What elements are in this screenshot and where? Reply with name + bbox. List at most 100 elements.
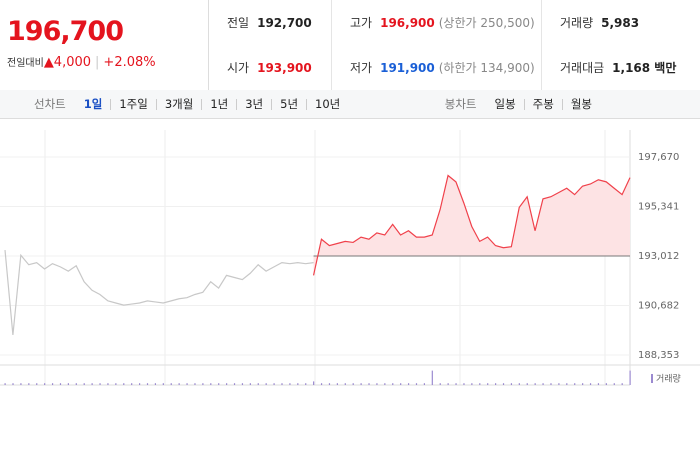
volume-bar	[186, 383, 188, 385]
volume-bar	[407, 383, 410, 385]
volume-bar	[495, 383, 497, 385]
volume-legend-swatch	[651, 374, 653, 383]
volume-bar	[20, 383, 22, 385]
stat-label: 시가	[227, 61, 250, 75]
volume-bar	[44, 383, 46, 385]
volume-bar	[487, 383, 489, 385]
stat: 시가 193,900	[209, 45, 331, 90]
chart: 197,670 195,341 193,012 190,682 188,353 거래량	[0, 130, 700, 386]
volume-bar	[566, 383, 568, 385]
volume-bar	[226, 383, 228, 385]
volume-bar	[67, 383, 69, 385]
volume-bar	[12, 383, 14, 385]
volume-bar	[589, 383, 592, 385]
volume-bar	[131, 383, 133, 385]
volume-bar	[597, 383, 600, 385]
volume-bar	[162, 383, 164, 385]
volume-bar	[178, 383, 180, 385]
volume-bar	[297, 383, 299, 385]
volume-bar	[510, 383, 513, 385]
volume-bar	[376, 383, 378, 385]
period-tab[interactable]: 1일	[83, 96, 103, 111]
volume-bar	[613, 383, 615, 385]
volume-bar	[392, 383, 394, 385]
y-tick-label: 195,341	[638, 201, 679, 212]
volume-bar	[83, 383, 85, 385]
stat-note: (상한가 250,500)	[438, 16, 535, 30]
stat: 거래대금 1,168 백만	[541, 45, 700, 90]
volume-bar	[123, 383, 125, 385]
candle-tab[interactable]: 월봉	[561, 98, 600, 110]
volume-bar	[518, 383, 520, 385]
volume-bar	[574, 383, 576, 385]
stat-value: 192,700	[257, 15, 312, 30]
stat: 고가 196,900 (상한가 250,500)	[331, 0, 541, 45]
volume-bar	[59, 383, 62, 385]
volume-bar	[328, 383, 331, 385]
volume-bar	[502, 383, 505, 385]
stat-value: 1,168 백만	[612, 61, 677, 75]
volume-bar	[423, 383, 426, 385]
period-tab[interactable]: 1주일	[110, 98, 155, 110]
volume-bar	[257, 383, 259, 385]
volume-bar	[415, 383, 418, 385]
volume-bar	[194, 383, 196, 385]
volume-bar	[289, 383, 291, 385]
volume-bar	[115, 383, 117, 385]
tab-group-label: 선차트	[34, 97, 66, 111]
volume-bar	[352, 383, 354, 385]
volume-bar	[154, 383, 157, 385]
volume-bar	[360, 383, 362, 385]
stats: 전일 192,700 고가 196,900 (상한가 250,500) 거래량 5,983 시…	[208, 0, 700, 90]
stat: 전일 192,700	[209, 0, 331, 45]
volume-bar	[28, 383, 30, 385]
stat-note: (하한가 134,900)	[438, 61, 535, 75]
stat-label: 고가	[350, 16, 373, 30]
stat-label: 거래대금	[560, 61, 605, 75]
volume-bar	[202, 383, 204, 385]
volume-label: 거래량	[656, 373, 681, 385]
volume-bar	[265, 383, 267, 385]
volume-bar	[542, 383, 544, 385]
volume-bar	[218, 383, 220, 385]
change: 전일대비▲4,000 | +2.08%	[7, 55, 156, 70]
change-value: ▲4,000	[43, 55, 92, 70]
volume-bar	[431, 370, 433, 385]
candle-tab[interactable]: 주봉	[523, 98, 562, 110]
volume-bar	[99, 383, 101, 385]
volume-bar	[550, 383, 552, 385]
period-tab[interactable]: 1년	[201, 98, 236, 110]
volume-bar	[621, 383, 623, 385]
volume-bar	[384, 383, 386, 385]
volume-bar	[138, 383, 141, 385]
stat-value: 193,900	[257, 60, 312, 75]
volume-bar	[320, 383, 323, 385]
period-tab[interactable]: 3년	[236, 98, 271, 110]
stat: 저가 191,900 (하한가 134,900)	[331, 45, 541, 90]
y-tick-label: 190,682	[638, 301, 679, 312]
volume-bar	[249, 383, 251, 385]
period-tab[interactable]: 10년	[306, 98, 348, 110]
volume-bar	[400, 383, 402, 385]
y-tick-label: 197,670	[638, 152, 679, 163]
volume-bar	[534, 383, 536, 385]
volume-bar	[479, 383, 481, 385]
volume-bar	[51, 383, 54, 385]
candle-tab[interactable]: 일봉	[494, 96, 516, 111]
volume-bar	[629, 370, 631, 385]
stat: 거래량 5,983	[541, 0, 700, 45]
volume-bar	[336, 383, 338, 385]
period-tab[interactable]: 5년	[271, 98, 306, 110]
period-tab[interactable]: 3개월	[155, 98, 201, 110]
volume-bar	[273, 383, 275, 385]
stat-value: 191,900	[380, 60, 435, 75]
stat-label: 거래량	[560, 16, 594, 30]
stat-value: 5,983	[601, 15, 640, 30]
volume-bar	[170, 383, 172, 385]
volume-bar	[526, 383, 528, 385]
volume-bar	[582, 383, 584, 385]
price: 196,700	[7, 16, 124, 47]
volume-bar	[107, 383, 109, 385]
header: 196,700 전일대비▲4,000 | +2.08% 전일 192,700 고가 196…	[0, 0, 700, 91]
